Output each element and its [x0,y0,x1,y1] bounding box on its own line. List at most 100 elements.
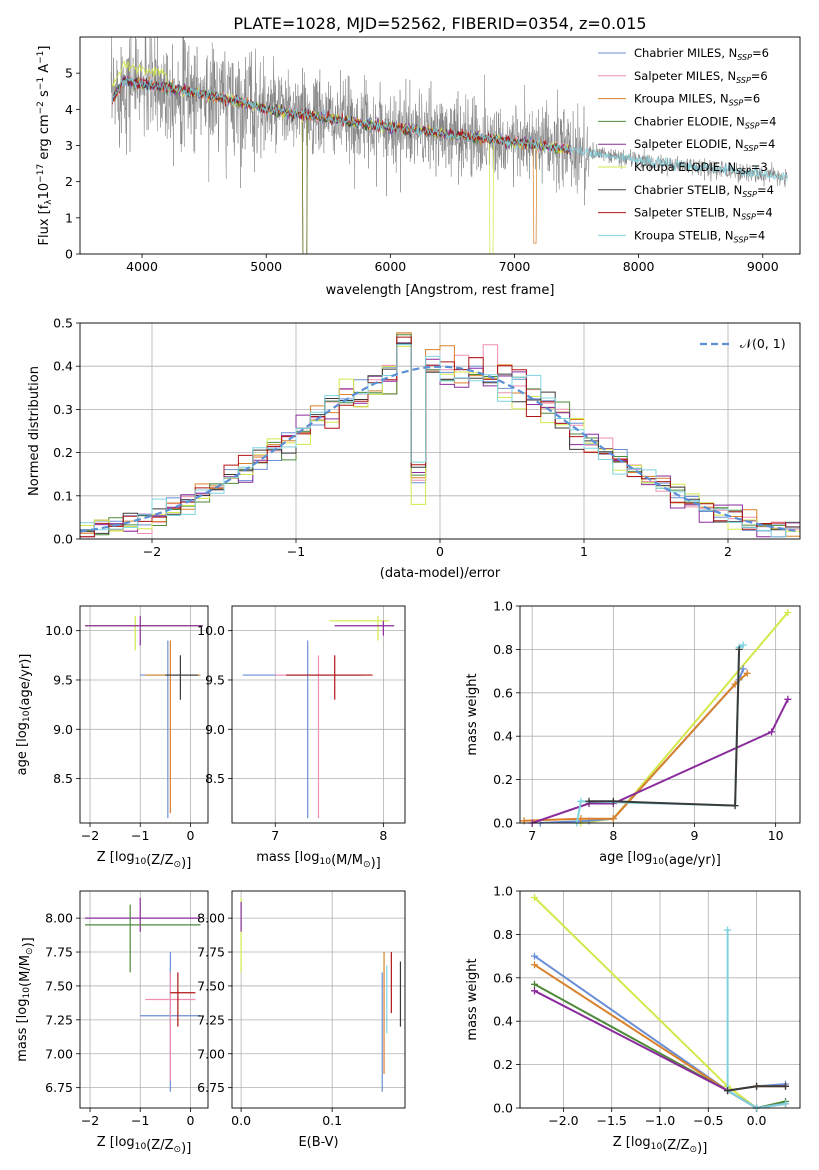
legend-entry-label: Chabrier MILES, NSSP=6 [634,46,769,62]
y-axis-label: age [log10(age/yr)] [15,654,33,776]
y-tick-label: 5 [65,66,73,81]
x-tick-label: 7000 [499,259,531,274]
y-tick-label: 7.00 [197,1046,225,1061]
x-tick-label: 1 [580,544,588,559]
x-axis-label: Z [log10(Z/Z⊙)] [613,1135,708,1156]
age-mass-axes: 7 8 8.5 9.0 9.5 10.0 [197,606,405,843]
mass-weight-point [782,1100,790,1108]
y-tick-label: 2 [65,174,73,189]
y-tick-label: 0.0 [493,816,513,831]
mass-weight-point [609,815,617,823]
y-tick-label: 9.5 [205,672,225,687]
y-tick-label: 8.5 [53,771,73,786]
mass-weight-line [580,611,789,823]
mass-weight-point [585,797,593,805]
y-tick-label: 7.50 [45,978,73,993]
mass-weight-line [726,930,786,1108]
x-axis-label: E(B-V) [298,1135,338,1150]
x-tick-label: 0 [186,1113,194,1128]
y-axis-label: Normed distribution [27,366,42,496]
y-tick-label: 8.00 [45,911,73,926]
x-axis-label: Z [log10(Z/Z⊙)] [97,1135,192,1156]
y-axis-label: mass weight [465,673,480,755]
x-tick-label: 5000 [250,259,282,274]
x-tick-label: 8000 [623,259,655,274]
y-tick-label: 0.4 [493,729,513,744]
x-tick-label: −2 [81,1113,99,1128]
y-tick-label: 7.50 [197,978,225,993]
weight-Z-frame [519,890,801,1109]
y-tick-label: 7.25 [45,1012,73,1027]
y-tick-label: 9.0 [53,722,73,737]
x-tick-label: −1 [131,828,149,843]
observed-spectrum-line [110,37,788,206]
y-tick-label: 0 [65,247,73,262]
x-axis-label: wavelength [Angstrom, rest frame] [326,283,555,298]
legend-entry-label: Chabrier ELODIE, NSSP=4 [634,114,776,130]
x-tick-label: 0.0 [747,1113,767,1128]
x-tick-label: 7 [271,828,279,843]
weight-age-frame [519,605,801,824]
legend-entry-label: Salpeter MILES, NSSP=6 [634,69,768,85]
residual-histogram [80,344,800,538]
legend-entry-label: Kroupa ELODIE, NSSP=3 [634,160,768,176]
y-tick-label: 10.0 [45,623,73,638]
y-tick-label: 7.75 [45,945,73,960]
x-tick-label: 2 [724,544,732,559]
x-axis-label: (data-model)/error [380,566,501,581]
mass-weight-point [739,665,747,673]
y-tick-label: 8.5 [205,771,225,786]
mass-weight-point [731,802,739,810]
x-tick-label: −1.0 [645,1113,675,1128]
y-tick-label: 0.6 [493,970,513,985]
spectrum-legend: Chabrier MILES, NSSP=6 Salpeter MILES, NS… [598,46,776,244]
legend-entry-label: Salpeter ELODIE, NSSP=4 [634,137,775,153]
weight-Z-axes: −2.0 −1.5 −1.0 −0.5 0.0 0.0 0.2 0.4 0.6 0.8 1.0 [493,884,800,1128]
y-tick-label: 0.5 [53,316,73,331]
x-axis-label: age [log10(age/yr)] [599,850,721,868]
mass-weight-point [768,728,776,736]
mass-weight-point [782,1082,790,1090]
mass-weight-point [739,641,747,649]
y-tick-label: 0.2 [493,772,513,787]
y-tick-label: 3 [65,138,73,153]
mass-Z-frame [79,890,209,1109]
x-tick-label: 0.1 [322,1113,342,1128]
mass-Z-axes: −2 −1 0 6.75 7.00 7.25 7.50 7.75 8.00 [45,891,208,1128]
mass-weight-line [575,644,744,823]
y-tick-label: 7.00 [45,1046,73,1061]
y-tick-label: 0.2 [493,1057,513,1072]
y-axis-label: mass [log10(M/M⊙)] [15,937,36,1061]
mass-weight-point [784,695,792,703]
x-tick-label: 10 [768,828,784,843]
y-tick-label: 6.75 [45,1080,73,1095]
mass-weight-point [753,1082,761,1090]
y-tick-label: 0.2 [53,445,73,460]
residuals-frame [79,322,801,540]
x-tick-label: 8 [609,828,617,843]
mass-EBV-frame [231,890,406,1109]
y-tick-label: 10.0 [197,623,225,638]
y-tick-label: 6.75 [197,1080,225,1095]
y-tick-label: 0.0 [53,532,73,547]
mass-weight-point [784,609,792,617]
model-spectrum-line [111,76,788,182]
mass-weight-point [530,987,538,995]
legend-entry-label: Salpeter STELIB, NSSP=4 [634,206,773,222]
x-tick-label: 4000 [126,259,158,274]
x-tick-label: 0 [186,828,194,843]
y-tick-label: 1.0 [493,599,513,614]
legend-entry-label: Kroupa STELIB, NSSP=4 [634,228,765,244]
y-tick-label: 7.75 [197,945,225,960]
mass-weight-point [530,894,538,902]
mass-weight-line [540,668,745,823]
residual-histogram [80,332,800,537]
x-tick-label: −1.5 [597,1113,627,1128]
x-axis-label: Z [log10(Z/Z⊙)] [97,850,192,871]
mass-weight-point [735,645,743,653]
weight-age-axes: 7 8 9 10 0.0 0.2 0.4 0.6 0.8 1.0 [493,599,800,843]
spectrum-axes: 4000 5000 6000 7000 8000 9000 0 1 2 3 4 5 [65,66,779,274]
x-tick-label: 0 [436,544,444,559]
y-tick-label: 0.8 [493,642,513,657]
